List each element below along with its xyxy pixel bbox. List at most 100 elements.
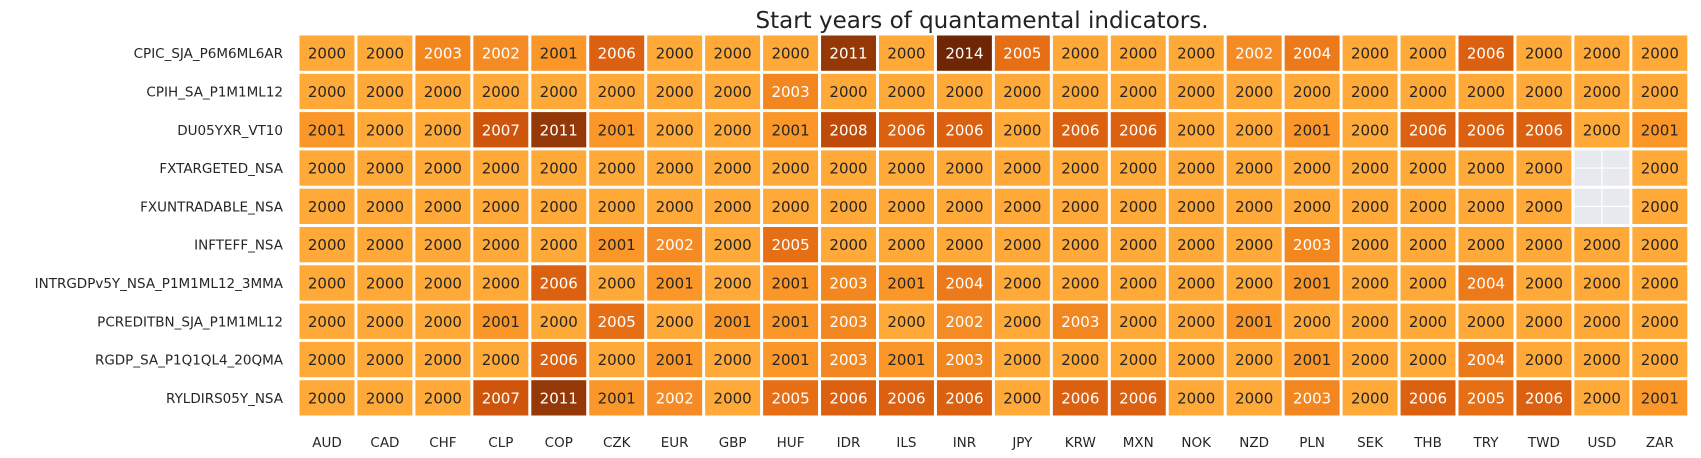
heatmap-cell: 2000 — [1342, 112, 1398, 148]
heatmap-cell: 2003 — [1284, 227, 1340, 263]
heatmap-cell: 2006 — [1110, 380, 1166, 416]
heatmap-cell-rect — [1168, 35, 1224, 71]
cell-value-label: 2000 — [482, 236, 520, 254]
cell-value-label: 2000 — [945, 236, 983, 254]
heatmap-cell-rect — [821, 380, 876, 416]
heatmap-cell: 2000 — [1110, 35, 1166, 71]
cell-value-label: 2006 — [1525, 389, 1563, 407]
heatmap-cell-rect — [1110, 35, 1166, 71]
heatmap-cell-rect — [1226, 35, 1282, 71]
heatmap-cell: 2000 — [936, 227, 992, 263]
heatmap-cell: 2000 — [1516, 227, 1572, 263]
cell-value-label: 2004 — [1467, 274, 1505, 292]
heatmap-cell: 2001 — [1632, 380, 1688, 416]
heatmap-cell-rect — [1516, 112, 1572, 148]
cell-value-label: 2000 — [1119, 45, 1157, 63]
heatmap-cell: 2000 — [1168, 150, 1224, 186]
cell-value-label: 2000 — [308, 198, 346, 216]
heatmap-cell: 2000 — [1110, 73, 1166, 110]
heatmap-cell: 2000 — [531, 303, 587, 339]
heatmap-cell-rect — [994, 150, 1050, 186]
heatmap-cell-rect — [1574, 380, 1630, 416]
cell-value-label: 2000 — [1235, 236, 1273, 254]
heatmap-cell-rect — [936, 73, 992, 110]
heatmap-cell: 2000 — [473, 73, 529, 110]
cell-value-label: 2000 — [598, 83, 636, 101]
cell-value-label: 2000 — [1583, 389, 1621, 407]
heatmap-cell: 2000 — [705, 35, 761, 71]
cell-value-label: 2011 — [540, 121, 578, 139]
cell-value-label: 2000 — [771, 45, 809, 63]
heatmap-cell: 2006 — [1400, 112, 1456, 148]
heatmap-cell: 2006 — [1110, 112, 1166, 148]
heatmap-cell-rect — [1052, 150, 1108, 186]
heatmap-cell: 2000 — [1574, 35, 1630, 71]
heatmap-cell-rect — [705, 380, 761, 416]
heatmap-cell-rect — [589, 265, 645, 301]
heatmap-cell: 2001 — [647, 265, 703, 301]
cell-value-label: 2000 — [1177, 236, 1215, 254]
heatmap-cell: 2005 — [994, 35, 1050, 71]
heatmap-cell-rect — [821, 265, 876, 301]
heatmap-cell-rect — [763, 112, 819, 148]
heatmap-cell: 2014 — [936, 35, 992, 71]
heatmap-cell-rect — [1458, 341, 1514, 378]
cell-value-label: 2000 — [829, 236, 867, 254]
heatmap-cell-rect — [589, 188, 645, 224]
heatmap-cell-rect — [1110, 341, 1166, 378]
heatmap-cell-rect — [994, 73, 1050, 110]
heatmap-cell-rect — [415, 227, 471, 263]
cell-value-label: 2000 — [1119, 198, 1157, 216]
heatmap-cell: 2002 — [647, 380, 703, 416]
heatmap-cell: 2000 — [1226, 341, 1282, 378]
heatmap-cell: 2000 — [1226, 380, 1282, 416]
heatmap-cell: 2000 — [415, 150, 471, 186]
heatmap-cell-rect — [1516, 265, 1572, 301]
heatmap-cell-rect — [1168, 341, 1224, 378]
heatmap-cell-rect — [1574, 227, 1630, 263]
cell-value-label: 2000 — [308, 351, 346, 369]
cell-value-label: 2000 — [1003, 121, 1041, 139]
cell-value-label: 2007 — [482, 389, 520, 407]
heatmap-cell: 2006 — [1458, 112, 1514, 148]
heatmap-cell: 2011 — [531, 112, 587, 148]
column-label: HUF — [777, 435, 805, 451]
heatmap-cell-rect — [531, 380, 587, 416]
heatmap-cell: 2003 — [415, 35, 471, 71]
heatmap-cell-rect — [879, 341, 934, 378]
cell-value-label: 2002 — [945, 313, 983, 331]
heatmap-cell: 2003 — [821, 265, 876, 301]
heatmap-cell: 2000 — [1110, 227, 1166, 263]
heatmap-cell-rect — [647, 265, 703, 301]
heatmap-cell — [1574, 188, 1630, 224]
heatmap-cell: 2000 — [473, 341, 529, 378]
cell-value-label: 2000 — [1003, 389, 1041, 407]
heatmap-cell-rect — [1284, 227, 1340, 263]
heatmap-cell-rect — [531, 265, 587, 301]
heatmap-cell: 2005 — [763, 380, 819, 416]
heatmap-cell: 2000 — [1574, 303, 1630, 339]
heatmap-cell-rect — [1342, 380, 1398, 416]
heatmap-cell-rect — [1168, 112, 1224, 148]
heatmap-cell-rect — [1110, 380, 1166, 416]
heatmap-cell: 2000 — [415, 188, 471, 224]
heatmap-cell-rect — [1632, 341, 1688, 378]
heatmap-cell-rect — [1632, 112, 1688, 148]
cell-value-label: 2000 — [1061, 236, 1099, 254]
heatmap-cell: 2003 — [821, 341, 876, 378]
heatmap-cell: 2000 — [647, 35, 703, 71]
heatmap-cell: 2000 — [589, 341, 645, 378]
heatmap-cell: 2000 — [705, 341, 761, 378]
heatmap-cell: 2000 — [415, 73, 471, 110]
column-label: EUR — [661, 435, 689, 451]
cell-value-label: 2000 — [308, 236, 346, 254]
heatmap-cell: 2000 — [705, 227, 761, 263]
cell-value-label: 2000 — [1409, 313, 1447, 331]
cell-value-label: 2000 — [656, 160, 694, 178]
heatmap-cell: 2000 — [994, 265, 1050, 301]
heatmap-cell-rect — [1632, 150, 1688, 186]
heatmap-cell: 2000 — [299, 380, 355, 416]
heatmap-cell: 2001 — [1284, 112, 1340, 148]
cell-value-label: 2000 — [887, 198, 925, 216]
heatmap-cell: 2011 — [821, 35, 876, 71]
